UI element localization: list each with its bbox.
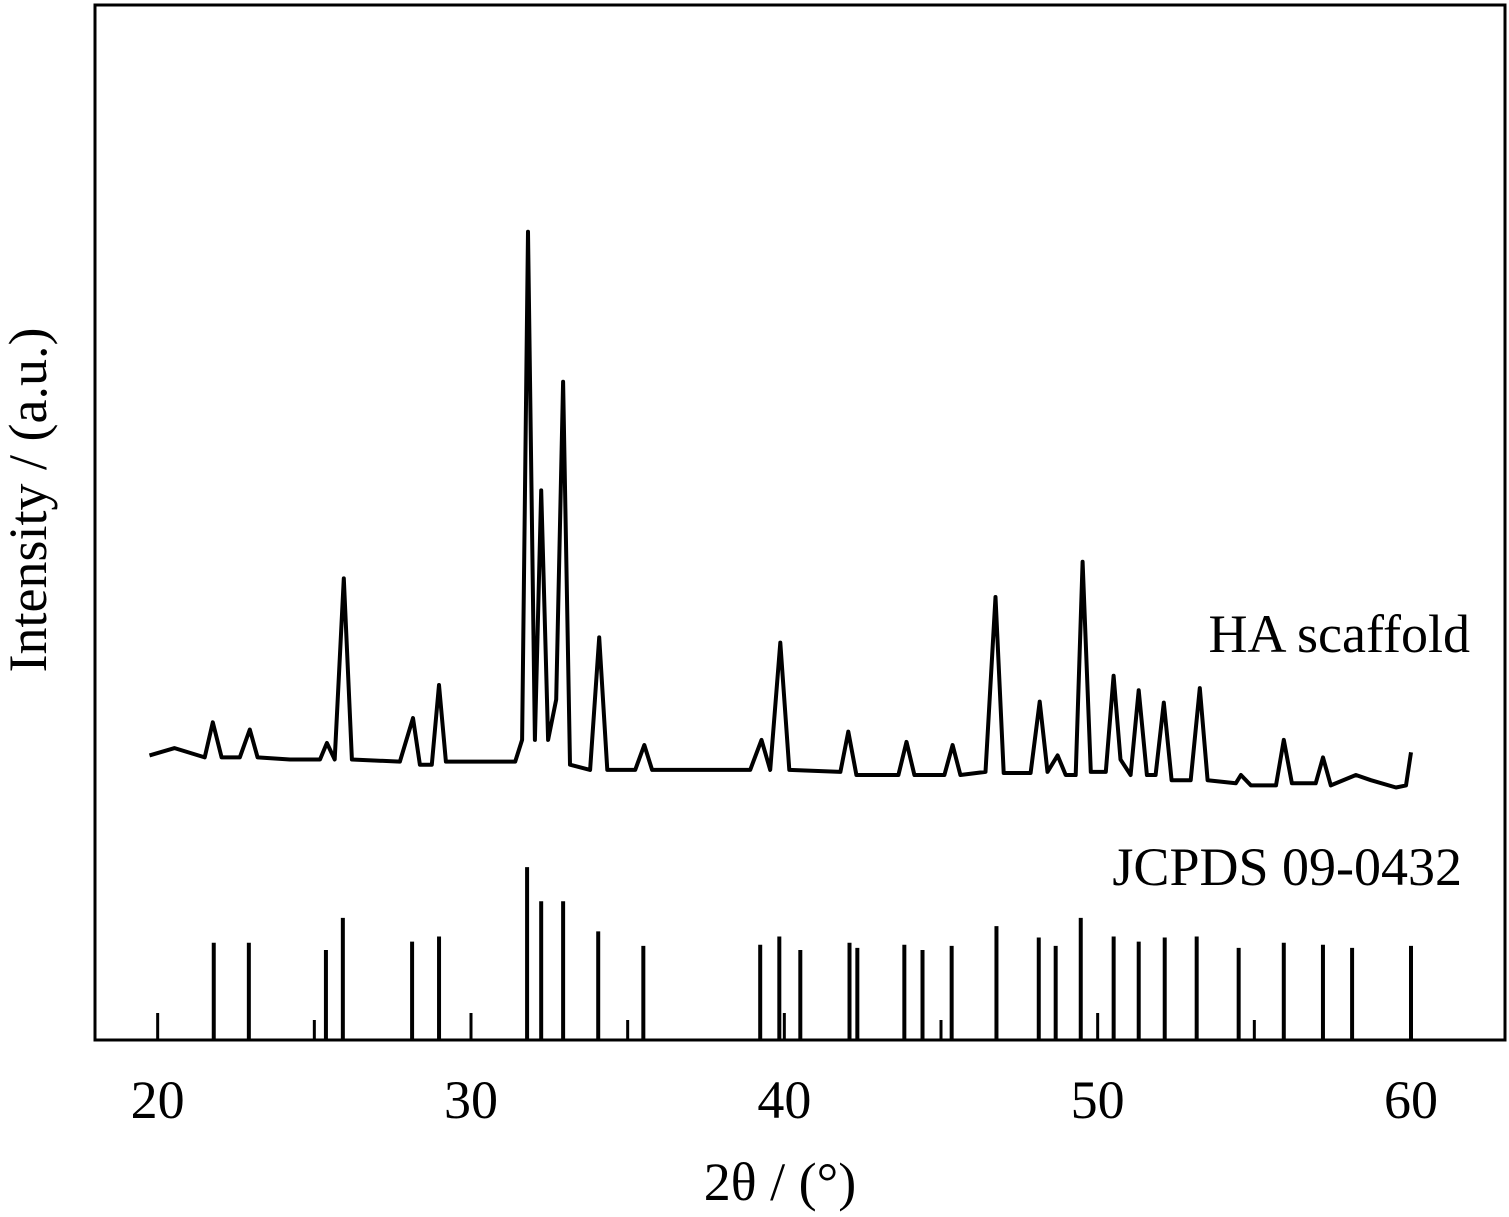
pattern-line (148, 229, 1413, 790)
y-axis-label: Intensity / (a.u.) (0, 328, 58, 673)
series-label: HA scaffold (1209, 604, 1470, 664)
x-tick-label: 40 (757, 1070, 811, 1130)
x-tick-label: 60 (1384, 1070, 1438, 1130)
x-axis-label: 2θ / (°) (704, 1152, 856, 1212)
series-label: JCPDS 09-0432 (1112, 837, 1462, 897)
x-tick-label: 20 (131, 1070, 185, 1130)
x-tick-label: 30 (444, 1070, 498, 1130)
x-tick-label: 50 (1071, 1070, 1125, 1130)
